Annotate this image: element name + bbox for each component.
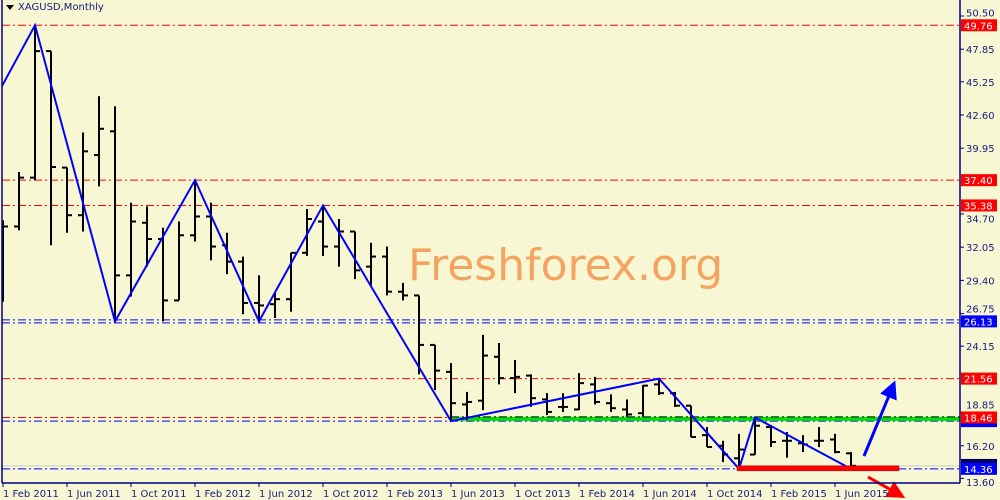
price-label-box [961,174,997,187]
x-tick-label: 1 Feb 2012 [195,489,251,500]
x-tick-label: 1 Oct 2014 [707,489,762,500]
y-tick-label: 42.60 [966,111,995,122]
ohlc-bar [382,246,392,296]
ohlc-bar [206,202,216,261]
zigzag-line [2,22,852,471]
bearish-arrow-icon [867,475,906,498]
ohlc-bar [542,393,552,416]
ohlc-bar [478,334,488,411]
y-tick-label: 29.40 [966,276,995,287]
price-label: 49.76 [964,21,993,32]
ohlc-bar [766,425,776,448]
ohlc-bar [494,343,504,385]
y-tick-label: 13.60 [966,478,995,489]
ohlc-bar [750,417,760,456]
ohlc-bar [414,294,424,375]
x-tick-label: 1 Jun 2014 [643,489,697,500]
ohlc-bar [2,220,8,302]
x-tick-label: 1 Feb 2013 [387,489,443,500]
price-label: 14.36 [964,465,993,476]
ohlc-bar [174,221,184,302]
x-tick-label: 1 Jun 2015 [835,489,889,500]
x-tick-label: 1 Feb 2011 [3,489,59,500]
ohlc-bar [350,230,360,280]
ohlc-bar [558,393,568,412]
ohlc-bar [702,426,712,449]
price-label: 35.38 [964,201,993,212]
x-tick-label: 1 Jun 2012 [259,489,313,500]
y-tick-label: 47.85 [966,45,995,56]
bullish-arrow-icon [862,380,897,457]
y-tick-label: 32.05 [966,243,995,254]
ohlc-bar [574,373,584,411]
y-tick-label: 39.95 [966,144,995,155]
price-label-box [961,315,997,328]
ohlc-bar [366,242,376,286]
ohlc-bar [110,106,120,322]
ohlc-bar [622,399,632,417]
x-tick-label: 1 Feb 2014 [579,489,635,500]
ohlc-bar [142,206,152,267]
ohlc-bar [606,394,616,412]
ohlc-bar [814,426,824,448]
ohlc-bar [190,180,200,242]
chart-title: XAGUSD,Monthly [6,2,104,13]
ohlc-bar [734,433,744,469]
ohlc-bar [94,96,104,187]
price-label-box [961,462,997,475]
ohlc-bar [46,50,56,246]
ohlc-bar [222,232,232,275]
y-tick-label: 24.15 [966,342,995,353]
x-tick-label: 1 Jun 2013 [451,489,505,500]
price-label: 26.13 [964,317,993,328]
ohlc-bar [62,166,72,233]
ohlc-bar [14,171,24,231]
ohlc-bar [254,275,264,322]
ohlc-bar [126,202,136,297]
y-tick-label: 50.50 [966,8,995,19]
ohlc-bar [78,132,88,232]
x-tick-label: 1 Oct 2011 [131,489,186,500]
x-tick-label: 1 Oct 2013 [515,489,570,500]
ohlc-bar [590,376,600,405]
price-label: 21.56 [964,375,993,386]
ohlc-bar [270,292,280,318]
ohlc-bar [446,363,456,421]
price-label-box [961,199,997,212]
symbol-timeframe: XAGUSD,Monthly [18,2,104,13]
x-tick-label: 1 Feb 2015 [771,489,827,500]
plot-area [2,22,960,472]
x-tick-label: 1 Jun 2011 [67,489,121,500]
dropdown-triangle-icon[interactable] [6,4,14,10]
ohlc-bar [30,25,40,181]
price-label: 18.46 [964,413,993,424]
ohlc-bar [526,374,536,407]
ohlc-bar [510,359,520,394]
ohlc-bar [334,218,344,267]
support-zone [736,465,900,472]
y-tick-label: 16.20 [966,442,995,453]
x-tick-label: 1 Oct 2012 [323,489,378,500]
price-label-box [961,19,997,32]
ohlc-bar [654,378,664,396]
watermark: Freshforex.org [408,240,724,291]
y-tick-label: 18.85 [966,400,995,411]
y-tick-label: 26.75 [966,304,995,315]
y-tick-label: 34.70 [966,214,995,225]
price-label-box [961,411,997,424]
y-tick-label: 45.25 [966,78,995,89]
ohlc-bar [462,391,472,421]
ohlc-bar [686,404,696,439]
ohlc-bar [638,384,648,417]
ohlc-bar [318,205,328,256]
ohlc-bar [398,282,408,301]
price-label: 37.40 [964,176,993,187]
ohlc-bar [782,431,792,458]
price-label-box [961,372,997,385]
ohlc-bar [830,433,840,454]
ohlc-bar [430,343,440,391]
